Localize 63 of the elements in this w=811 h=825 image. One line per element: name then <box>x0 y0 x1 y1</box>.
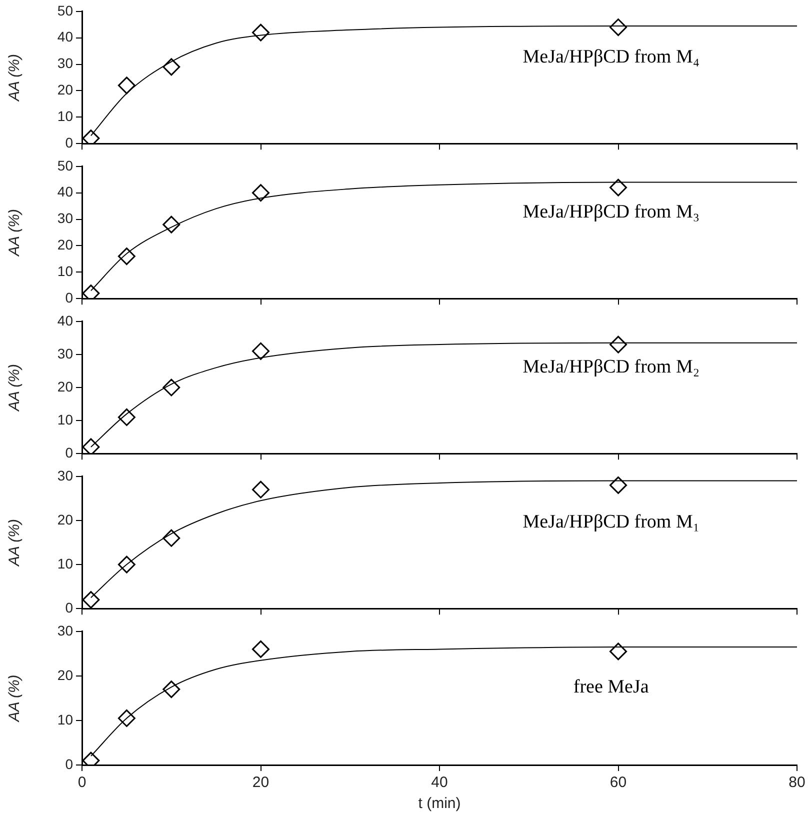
point <box>118 709 136 727</box>
y-tick-label: 0 <box>65 444 74 460</box>
point <box>162 58 180 76</box>
y-tick-label: 10 <box>57 108 74 124</box>
y-tick-label: 20 <box>57 511 74 528</box>
x-tick-label: 20 <box>252 774 270 792</box>
point <box>162 216 180 234</box>
y-tick-label: 10 <box>57 555 74 572</box>
point <box>82 591 100 609</box>
point <box>610 336 627 354</box>
y-tick-label: 0 <box>65 289 74 306</box>
point <box>162 378 180 396</box>
x-tick-label: 40 <box>431 774 448 792</box>
point <box>118 408 136 426</box>
y-axis-title: AA (%) <box>6 674 24 723</box>
annotation: free MeJa <box>573 676 650 698</box>
y-tick-label: 10 <box>57 711 74 728</box>
point <box>252 184 270 202</box>
x-tick-label: 60 <box>610 774 627 792</box>
annotation: MeJa/HPβCD from M₂ <box>522 356 700 378</box>
y-tick-label: 50 <box>57 157 74 174</box>
y-tick-label: 0 <box>65 599 74 616</box>
point <box>252 342 270 360</box>
point <box>610 476 627 494</box>
y-tick-label: 40 <box>57 184 74 200</box>
y-tick-label: 30 <box>57 210 74 226</box>
y-tick-label: 10 <box>57 411 74 428</box>
y-tick-label: 0 <box>65 134 74 150</box>
x-tick-label: 0 <box>78 774 86 792</box>
point <box>118 248 136 266</box>
y-tick-label: 30 <box>57 55 74 72</box>
point <box>252 24 270 42</box>
annotation: MeJa/HPβCD from M₁ <box>522 512 700 533</box>
point <box>118 76 136 94</box>
point <box>118 556 136 574</box>
point <box>610 642 627 660</box>
y-tick-label: 30 <box>57 467 74 484</box>
point <box>252 640 270 658</box>
y-tick-label: 30 <box>57 622 74 638</box>
y-tick-label: 40 <box>57 312 74 328</box>
y-tick-label: 40 <box>57 28 74 45</box>
point <box>610 18 627 36</box>
y-axis-title: AA (%) <box>6 364 24 412</box>
point <box>162 529 180 547</box>
y-tick-label: 10 <box>57 263 74 280</box>
x-tick-label: 80 <box>788 774 806 792</box>
y-axis-title: AA (%) <box>6 209 24 257</box>
point <box>252 480 270 498</box>
y-tick-label: 20 <box>57 236 74 253</box>
y-axis-title: AA (%) <box>6 519 24 567</box>
point <box>82 438 100 454</box>
y-tick-label: 50 <box>57 2 74 18</box>
y-tick-label: 20 <box>57 82 74 98</box>
point <box>162 680 180 698</box>
annotation: MeJa/HPβCD from M₄ <box>522 46 700 68</box>
y-tick-label: 20 <box>57 666 74 683</box>
y-tick-label: 30 <box>57 345 74 362</box>
point <box>610 178 627 196</box>
y-axis-title: AA (%) <box>6 54 24 102</box>
x-axis-title: t (min) <box>418 795 461 812</box>
y-tick-label: 0 <box>65 756 74 772</box>
annotation: MeJa/HPβCD from M₃ <box>522 202 700 223</box>
y-tick-label: 20 <box>57 378 74 394</box>
